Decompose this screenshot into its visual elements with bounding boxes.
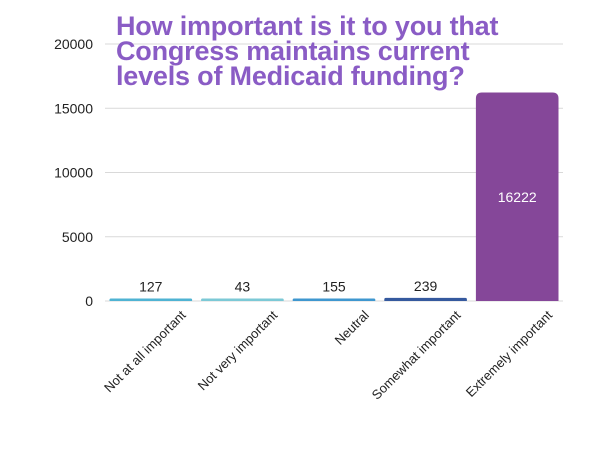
y-tick-label: 0 [85, 293, 93, 309]
y-axis: 0 5000 10000 15000 20000 [54, 36, 93, 309]
x-tick-label: Neutral [332, 307, 372, 347]
x-tick-label: Extremely important [463, 307, 556, 400]
bar [292, 298, 376, 301]
title-line: How important is it to you that [116, 11, 499, 41]
data-label: 127 [139, 279, 163, 295]
data-labels: 127 43 155 239 16222 [139, 189, 537, 295]
data-label: 16222 [498, 189, 537, 205]
bar [475, 92, 559, 301]
x-axis: Not at all important Not very important Ne… [101, 307, 555, 402]
y-tick-label: 20000 [54, 36, 93, 52]
data-label: 155 [322, 279, 346, 295]
x-tick-label: Somewhat important [369, 307, 464, 402]
title-line: Congress maintains current [116, 36, 470, 66]
y-tick-label: 10000 [54, 165, 93, 181]
chart-title: How important is it to you that Congress… [116, 11, 536, 91]
bar [201, 298, 284, 301]
y-tick-label: 5000 [62, 229, 93, 245]
data-label: 239 [414, 278, 438, 294]
y-tick-label: 15000 [54, 100, 93, 116]
bar [384, 297, 467, 301]
x-tick-label: Not very important [195, 307, 281, 393]
bars [109, 92, 559, 301]
x-tick-label: Not at all important [101, 307, 189, 395]
title-line: levels of Medicaid funding? [116, 61, 465, 91]
bar [109, 298, 193, 301]
data-label: 43 [235, 279, 251, 295]
